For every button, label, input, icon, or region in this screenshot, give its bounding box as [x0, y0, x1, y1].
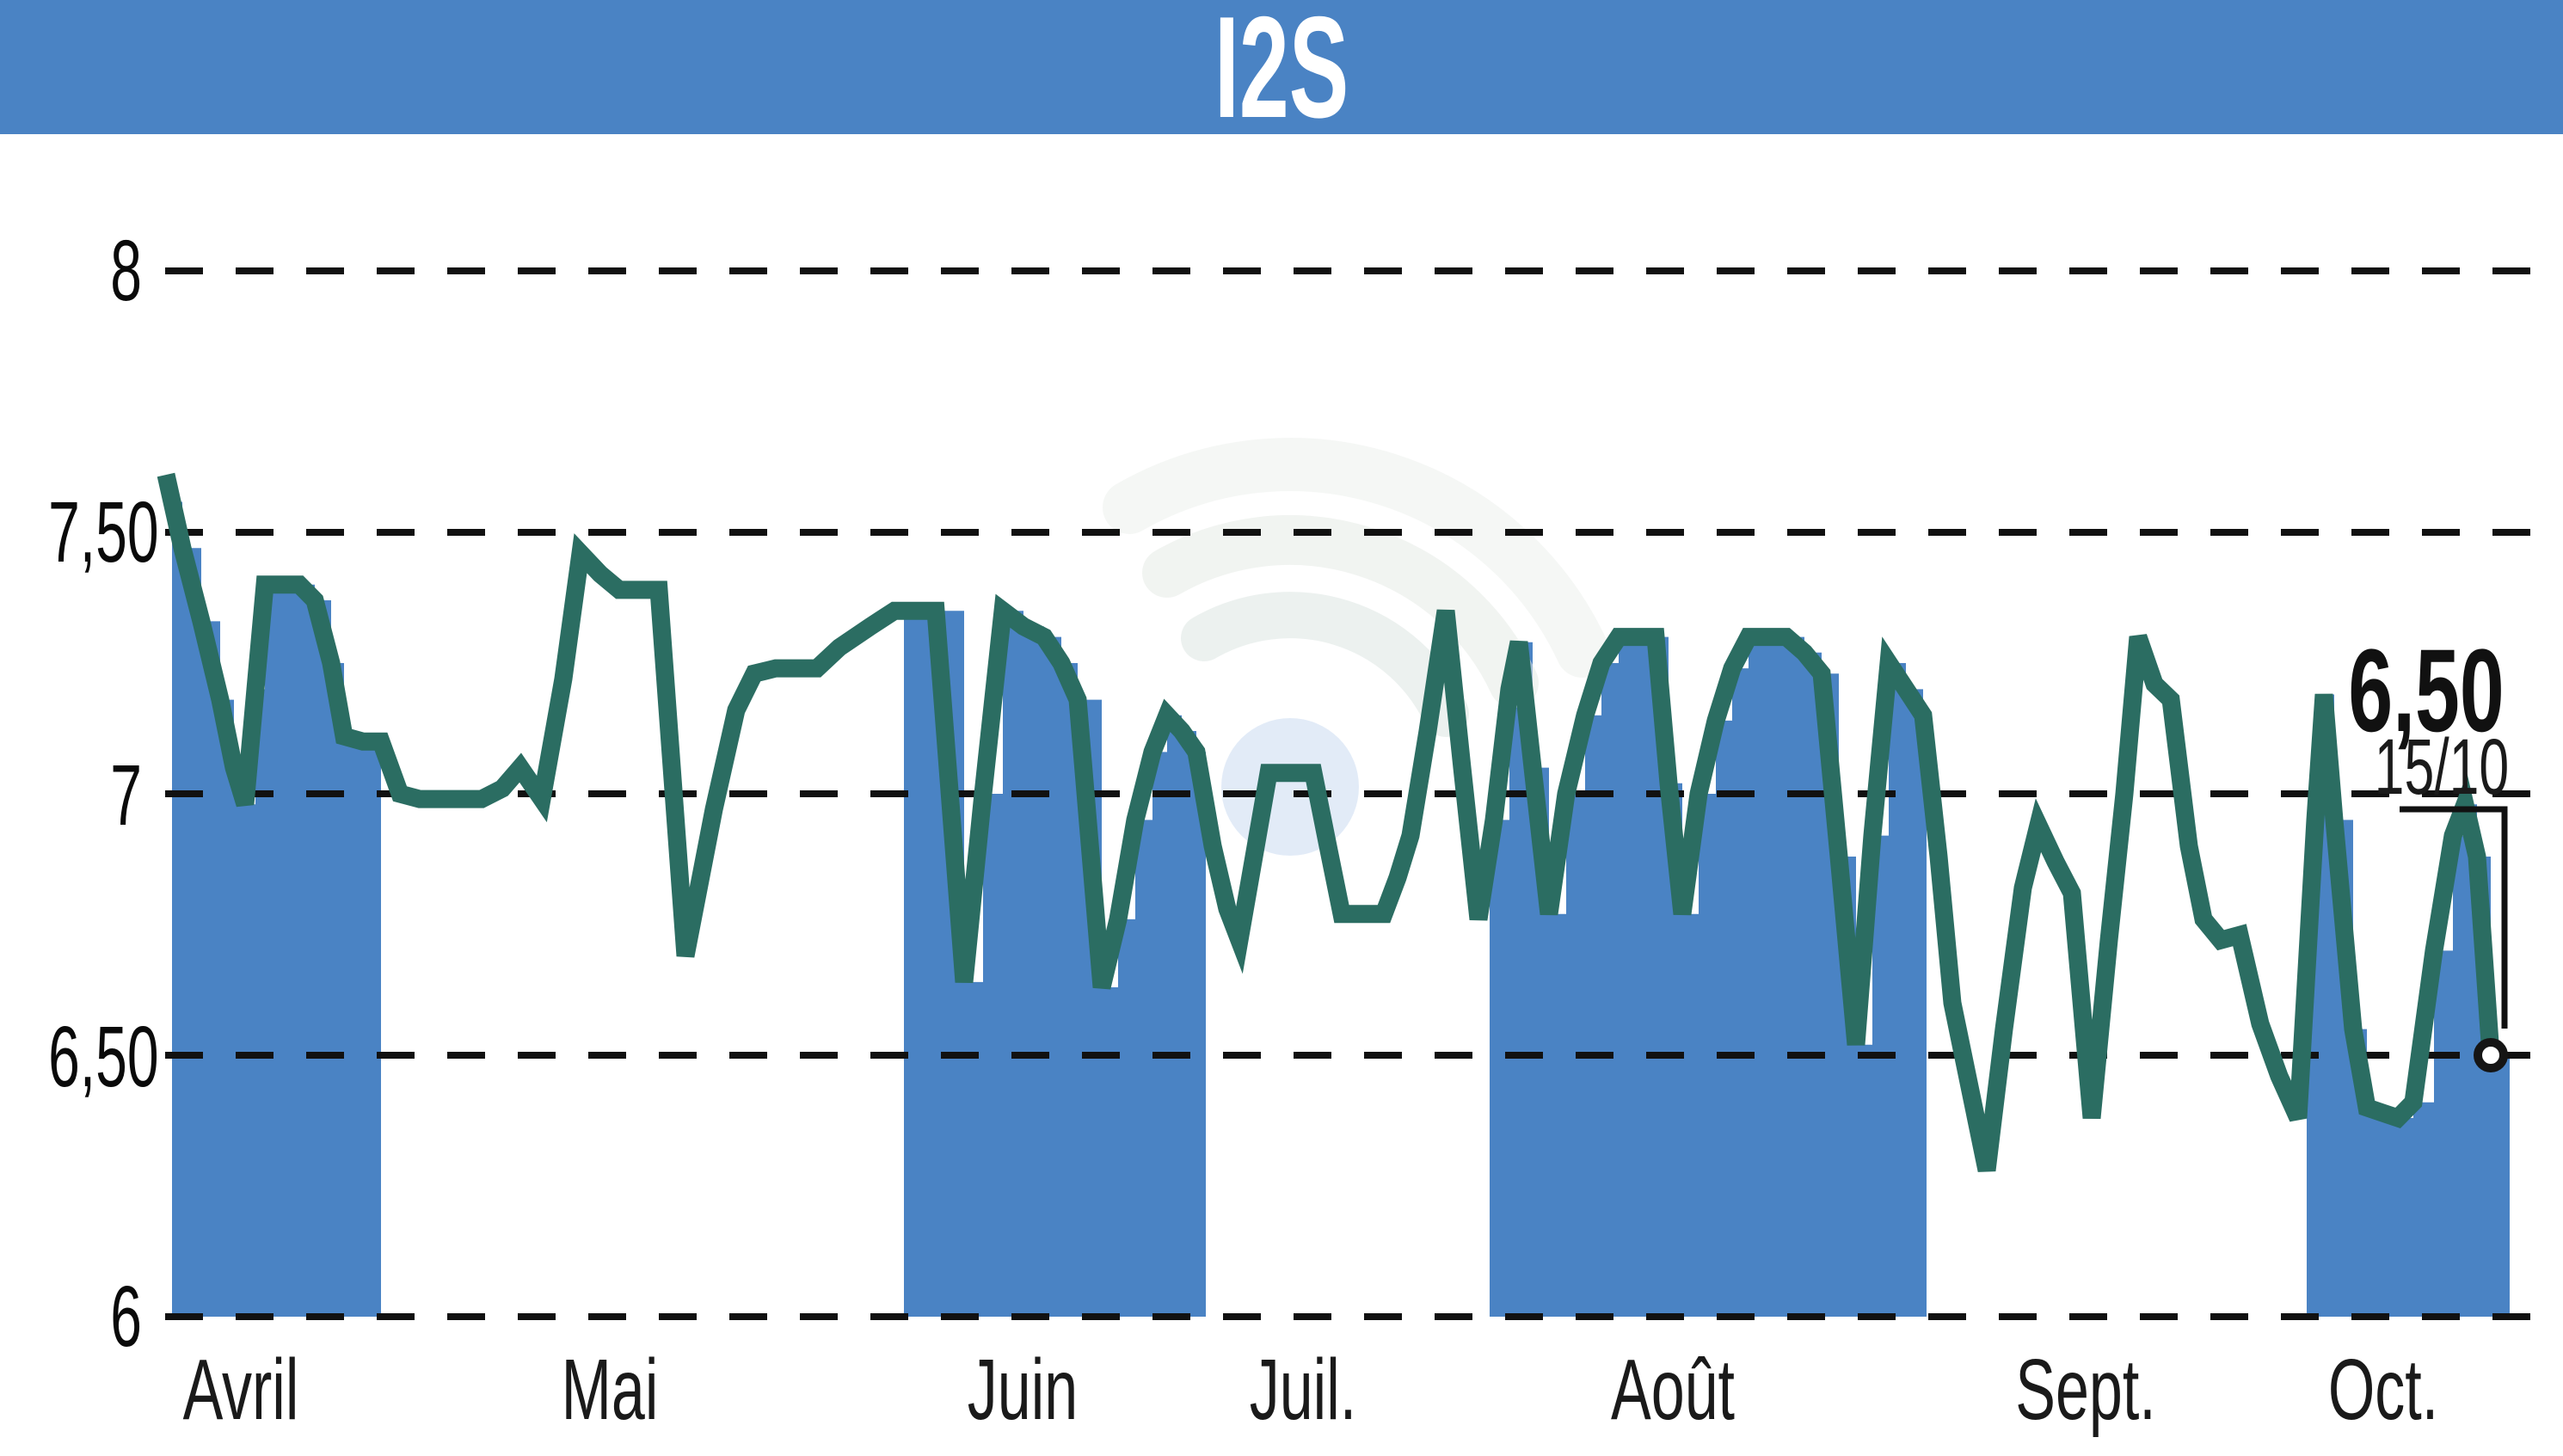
y-axis-tick-label: 6 — [110, 1269, 142, 1365]
x-axis-month-label: Avril — [182, 1342, 299, 1438]
y-axis-tick-label: 6,50 — [48, 1009, 159, 1105]
y-axis-tick-label: 7,50 — [48, 484, 159, 581]
chart-title: I2S — [1214, 0, 1349, 148]
header-bar: I2S — [0, 0, 2563, 148]
price-line — [157, 472, 2500, 1172]
x-axis-month-label: Mai — [561, 1342, 659, 1438]
last-price-callout — [2400, 806, 2508, 1072]
x-axis-month-label: Juin — [967, 1342, 1079, 1438]
y-axis-tick-label: 8 — [110, 223, 142, 319]
x-axis-month-label: Juil. — [1249, 1342, 1357, 1438]
x-axis-month-label: Oct. — [2327, 1342, 2439, 1438]
x-axis-month-label: Sept. — [2015, 1342, 2156, 1438]
watermark-logo — [1103, 438, 1609, 856]
gridlines — [165, 267, 2563, 1320]
y-axis-tick-label: 7 — [110, 747, 142, 844]
last-price-label: 6,50 — [2348, 625, 2505, 757]
last-date-label: 15/10 — [2374, 723, 2509, 811]
x-axis-month-label: Août — [1610, 1342, 1736, 1438]
